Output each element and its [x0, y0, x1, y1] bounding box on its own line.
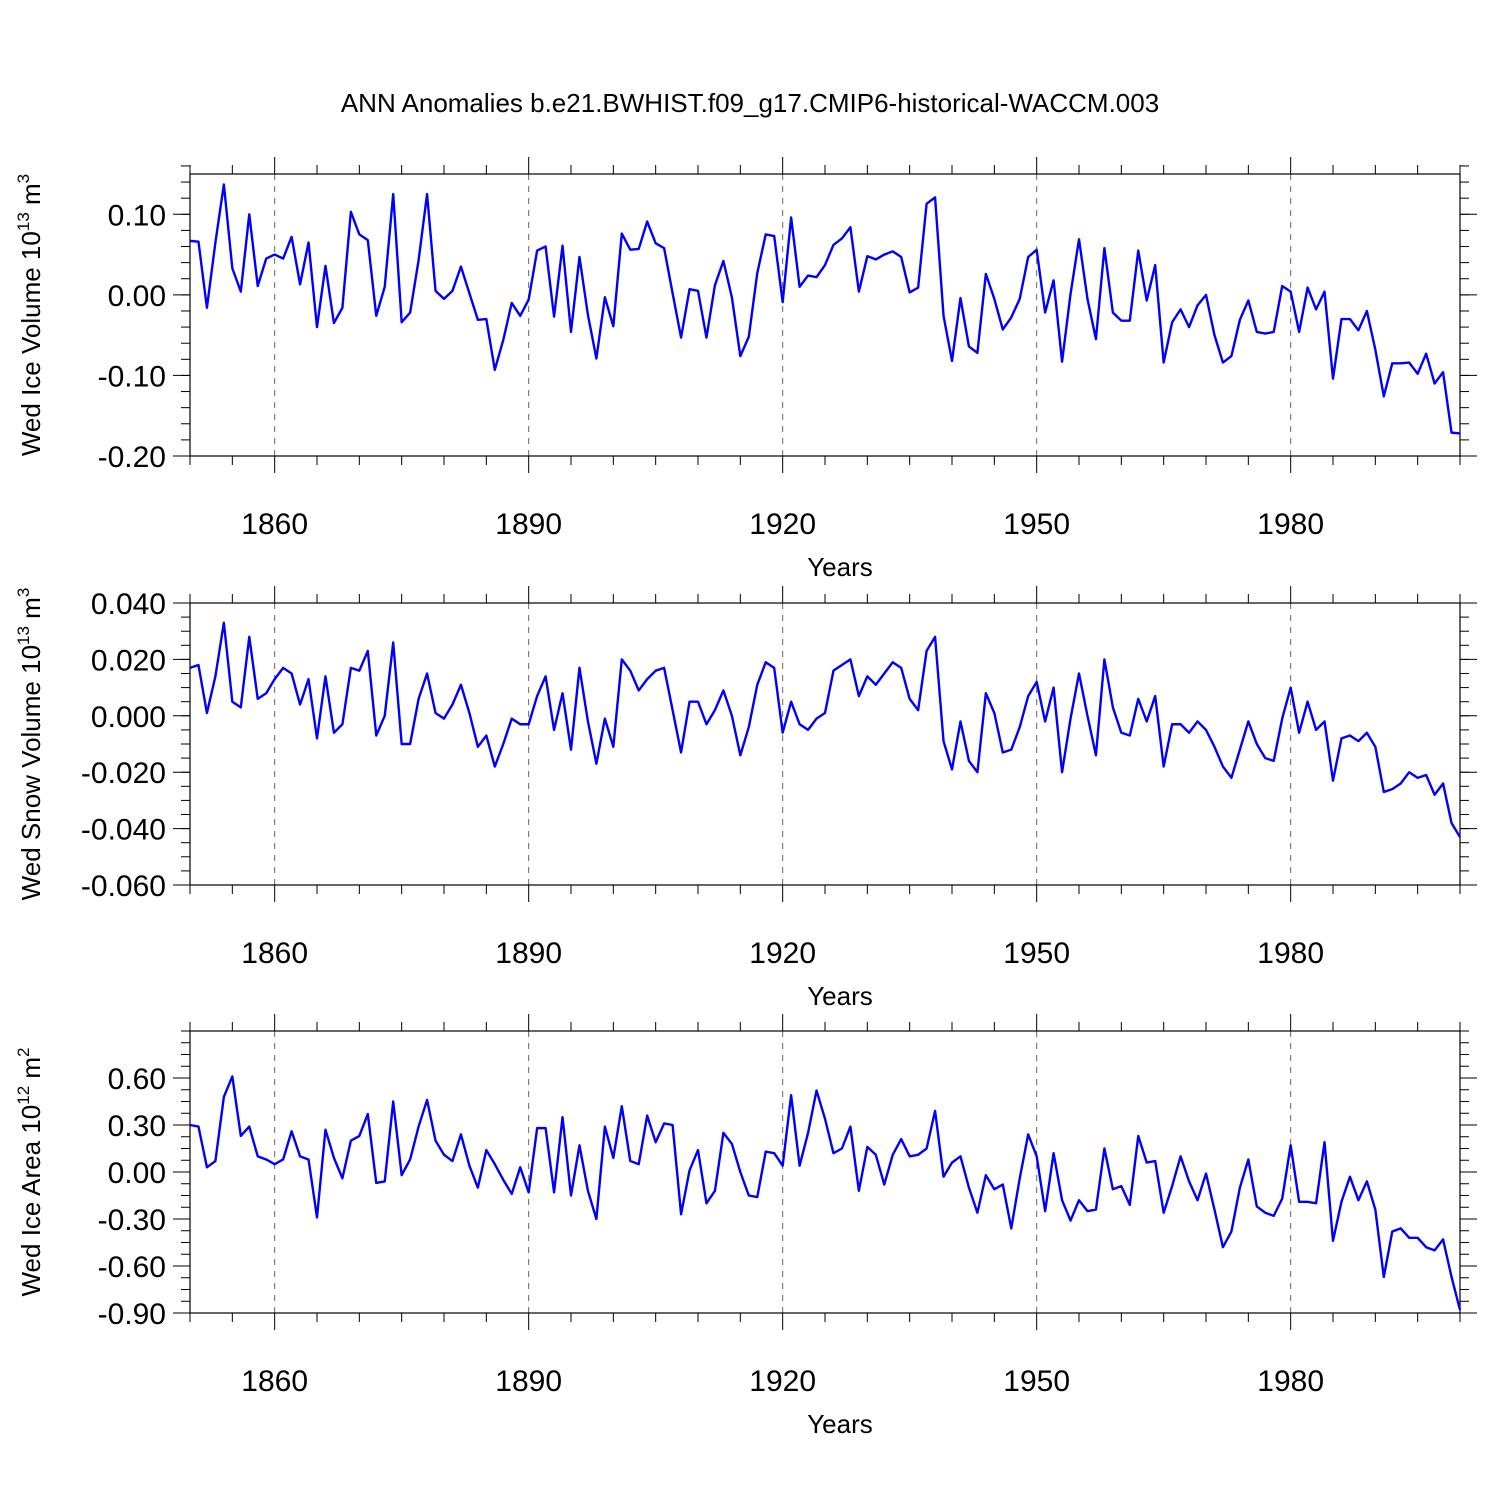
series-line: [189, 621, 1462, 838]
y-tick-label: 0.60: [108, 1063, 166, 1096]
x-tick-label: 1860: [241, 1365, 308, 1398]
y-tick-label: -0.020: [81, 757, 166, 790]
plot-frame: [189, 173, 1461, 457]
y-axis-title-unit-exponent: 3: [14, 174, 33, 183]
y-tick-label: 0.000: [91, 701, 166, 734]
y-tick-label: 0.020: [91, 644, 166, 677]
series-line: [189, 183, 1461, 435]
plot-frame: [189, 1030, 1461, 1314]
y-axis-title: Wed Ice Area 1012 m2: [14, 1047, 46, 1296]
y-tick-label: 0.040: [91, 588, 166, 621]
y-axis-title: Wed Snow Volume 1013 m3: [14, 588, 46, 901]
x-tick-label: 1860: [241, 508, 308, 541]
y-tick-label: -0.30: [98, 1204, 166, 1237]
x-tick-label: 1890: [495, 1365, 562, 1398]
y-tick-label: -0.060: [81, 870, 166, 903]
x-axis-title: Years: [807, 1409, 873, 1439]
y-axis-title-main: Wed Snow Volume 10: [16, 645, 46, 900]
x-tick-label: 1920: [749, 508, 816, 541]
y-axis-title-exponent: 13: [14, 212, 33, 231]
y-tick-label: -0.90: [98, 1298, 166, 1331]
chart-panel-1: -0.20 -0.10 0.00 0.10 1860 1890 1920 1950 1980 Ye…: [14, 157, 1477, 582]
x-tick-label: 1980: [1257, 508, 1324, 541]
y-tick-label: -0.040: [81, 814, 166, 847]
x-tick-label: 1950: [1003, 1365, 1070, 1398]
y-axis-title-unit: m: [16, 183, 46, 212]
y-axis-title-main: Wed Ice Volume 10: [16, 231, 46, 456]
x-tick-label: 1950: [1003, 508, 1070, 541]
y-axis-title-unit-exponent: 2: [14, 1047, 33, 1056]
y-axis-title-unit-exponent: 3: [14, 588, 33, 597]
y-tick-label: 0.10: [108, 199, 166, 232]
y-tick-label: 0.00: [108, 280, 166, 313]
y-axis-title-exponent: 13: [14, 626, 33, 645]
x-tick-label: 1920: [749, 937, 816, 970]
y-axis-title-unit: m: [16, 1057, 46, 1086]
x-tick-label: 1980: [1257, 1365, 1324, 1398]
y-axis-title: Wed Ice Volume 1013 m3: [14, 174, 46, 456]
y-tick-label: -0.60: [98, 1251, 166, 1284]
y-axis-title-main: Wed Ice Area 10: [16, 1105, 46, 1297]
x-axis-title: Years: [807, 552, 873, 582]
main-title: ANN Anomalies b.e21.BWHIST.f09_g17.CMIP6…: [341, 88, 1159, 118]
chart-panel-2: -0.060 -0.040 -0.020 0.000 0.020 0.040 1860 189…: [14, 586, 1477, 1011]
y-tick-label: 0.30: [108, 1110, 166, 1143]
x-tick-label: 1950: [1003, 937, 1070, 970]
y-tick-label: 0.00: [108, 1157, 166, 1190]
x-tick-label: 1980: [1257, 937, 1324, 970]
y-tick-label: -0.10: [98, 360, 166, 393]
x-tick-label: 1890: [495, 508, 562, 541]
x-tick-label: 1920: [749, 1365, 816, 1398]
plot-frame: [189, 602, 1461, 886]
x-tick-label: 1860: [241, 937, 308, 970]
y-axis-title-exponent: 12: [14, 1086, 33, 1105]
chart-panel-3: -0.90 -0.60 -0.30 0.00 0.30 0.60 1860 1890 1920 1…: [14, 1014, 1477, 1439]
y-tick-label: -0.20: [98, 441, 166, 474]
x-tick-label: 1890: [495, 937, 562, 970]
y-axis-title-unit: m: [16, 597, 46, 626]
x-axis-title: Years: [807, 981, 873, 1011]
series-line: [189, 1075, 1462, 1311]
